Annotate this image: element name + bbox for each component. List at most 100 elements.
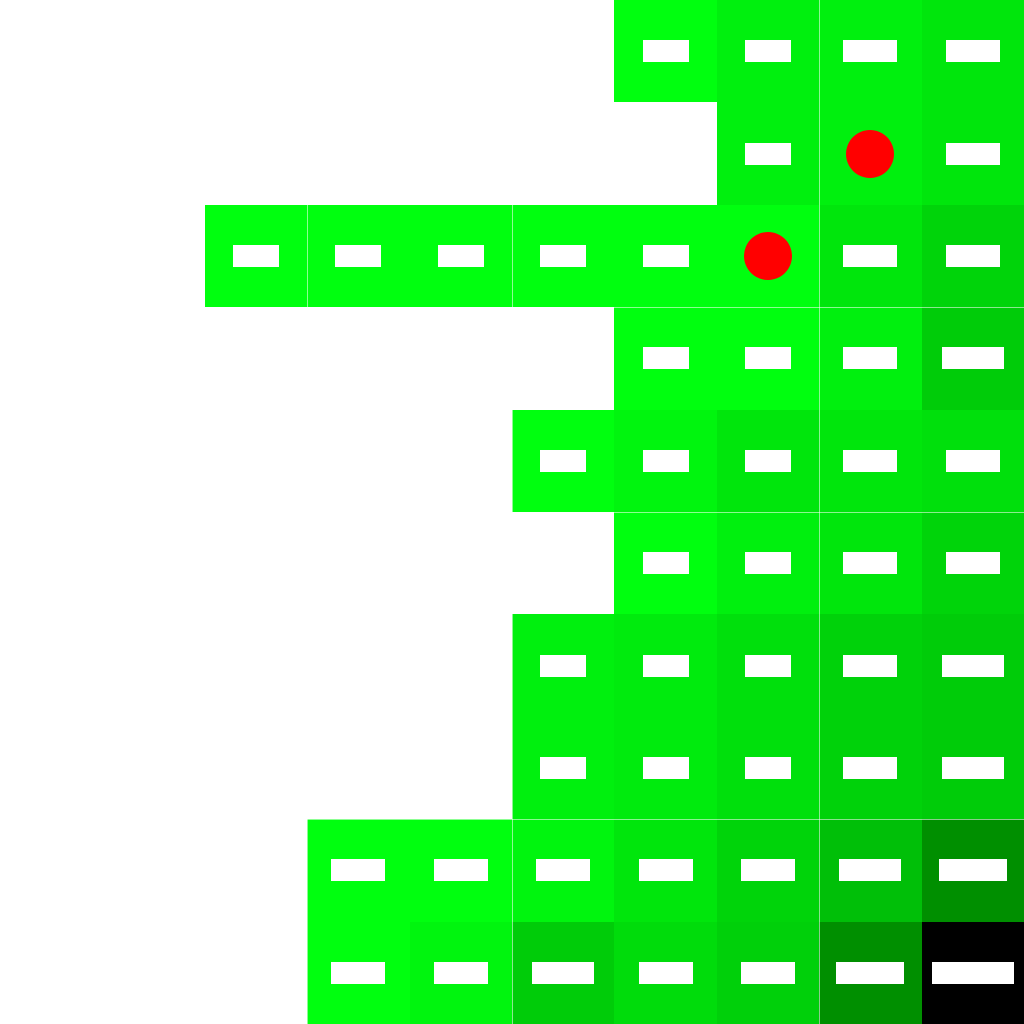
board-tile[interactable] — [921, 614, 1024, 717]
tile-slot — [839, 859, 902, 882]
board-tile[interactable] — [614, 307, 717, 410]
tile-slot — [941, 756, 1004, 779]
tile-slot — [642, 244, 689, 267]
tile-slot — [843, 244, 898, 267]
tile-slot — [843, 552, 898, 575]
board-tile[interactable] — [307, 819, 410, 922]
board-tile[interactable] — [307, 204, 410, 308]
board-tile[interactable] — [716, 102, 820, 205]
tile-slot — [945, 40, 1000, 63]
red-marker — [743, 231, 792, 280]
board-tile[interactable] — [921, 204, 1024, 308]
tile-slot — [331, 961, 386, 984]
board-tile[interactable] — [921, 819, 1024, 922]
tile-slot — [437, 244, 484, 267]
board-tile[interactable] — [512, 409, 615, 512]
board-tile[interactable] — [614, 716, 717, 820]
board-tile[interactable] — [716, 512, 820, 615]
board-tile[interactable] — [716, 409, 820, 512]
tile-slot — [843, 756, 898, 779]
board-tile[interactable] — [409, 204, 512, 308]
tile-slot — [638, 859, 693, 882]
board-tile[interactable] — [819, 307, 922, 410]
board-tile[interactable] — [512, 204, 615, 308]
tile-slot — [945, 449, 1000, 472]
board-tile[interactable] — [921, 0, 1024, 103]
board-tile[interactable] — [716, 0, 820, 103]
board-tile[interactable] — [819, 102, 922, 205]
tile-slot — [532, 961, 595, 984]
board-tile[interactable] — [716, 921, 820, 1024]
board-tile[interactable] — [409, 819, 512, 922]
tile-slot — [540, 654, 587, 677]
tile-slot — [540, 244, 587, 267]
board-tile[interactable] — [512, 921, 615, 1024]
board-tile[interactable] — [614, 614, 717, 717]
tile-slot — [744, 552, 791, 575]
tile-slot — [642, 449, 689, 472]
board-tile[interactable] — [716, 819, 820, 922]
tile-slot — [331, 859, 386, 882]
board-tile[interactable] — [716, 307, 820, 410]
board-tile[interactable] — [614, 921, 717, 1024]
tile-slot — [335, 244, 382, 267]
tile-slot — [642, 552, 689, 575]
board-tile[interactable] — [921, 716, 1024, 820]
board-tile[interactable] — [819, 512, 922, 615]
tile-slot — [536, 859, 591, 882]
board-tile[interactable] — [921, 409, 1024, 512]
tile-slot — [540, 756, 587, 779]
tile-slot — [540, 449, 587, 472]
tile-slot — [232, 244, 279, 267]
board-tile[interactable] — [409, 921, 512, 1024]
board-tile[interactable] — [204, 204, 308, 308]
board-tile[interactable] — [512, 716, 615, 820]
tile-slot — [642, 40, 689, 63]
tile-slot — [744, 142, 791, 165]
board-tile[interactable] — [614, 409, 717, 512]
tile-slot — [941, 347, 1004, 370]
tile-slot — [642, 654, 689, 677]
board-tile[interactable] — [819, 716, 922, 820]
tile-slot — [638, 961, 693, 984]
tile-slot — [843, 654, 898, 677]
tile-slot — [744, 347, 791, 370]
board-tile[interactable] — [921, 921, 1024, 1024]
board-tile[interactable] — [819, 204, 922, 308]
board-tile[interactable] — [716, 204, 820, 308]
board-tile[interactable] — [819, 0, 922, 103]
tile-slot — [843, 449, 898, 472]
board-tile[interactable] — [921, 102, 1024, 205]
board-tile[interactable] — [307, 921, 410, 1024]
tile-slot — [843, 347, 898, 370]
tile-slot — [744, 756, 791, 779]
board-tile[interactable] — [614, 819, 717, 922]
tile-slot — [945, 244, 1000, 267]
tile-slot — [642, 756, 689, 779]
tile-slot — [744, 40, 791, 63]
tile-slot — [740, 961, 795, 984]
board-tile[interactable] — [614, 204, 717, 308]
board-tile[interactable] — [819, 819, 922, 922]
tile-slot — [744, 449, 791, 472]
board-tile[interactable] — [614, 0, 717, 103]
tile-slot — [941, 654, 1004, 677]
tile-slot — [931, 961, 1014, 984]
board-tile[interactable] — [614, 512, 717, 615]
tile-slot — [945, 552, 1000, 575]
board-tile[interactable] — [512, 614, 615, 717]
board-tile[interactable] — [819, 921, 922, 1024]
tile-slot — [945, 142, 1000, 165]
tile-slot — [836, 961, 905, 984]
board-tile[interactable] — [921, 512, 1024, 615]
board-tile[interactable] — [512, 819, 615, 922]
board-tile[interactable] — [716, 614, 820, 717]
board-tile[interactable] — [819, 614, 922, 717]
tile-slot — [744, 654, 791, 677]
tile-slot — [938, 859, 1007, 882]
board-tile[interactable] — [716, 716, 820, 820]
board-tile[interactable] — [921, 307, 1024, 410]
board-tile[interactable] — [819, 409, 922, 512]
tile-slot — [433, 961, 488, 984]
